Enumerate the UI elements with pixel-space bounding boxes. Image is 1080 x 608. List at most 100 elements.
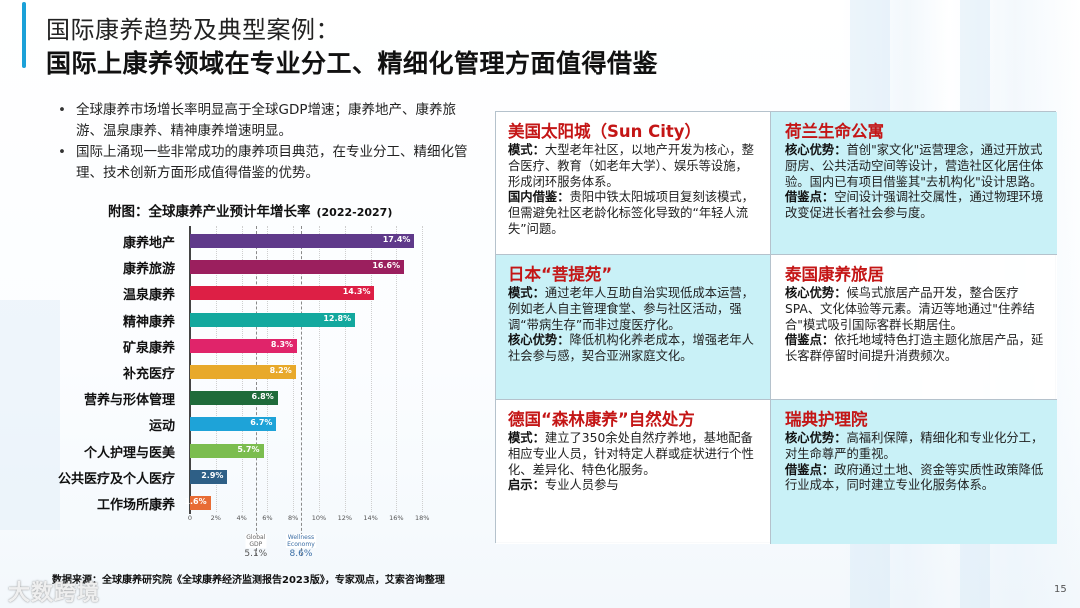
bar-row: 矿泉康养 8.3% bbox=[60, 338, 440, 356]
reference-line-value: 8.6% bbox=[289, 549, 313, 559]
bar: 2.9% bbox=[190, 469, 228, 484]
case-section-key: 借鉴点： bbox=[785, 462, 835, 477]
data-source-note: 数据来源：全球康养研究院《全球康养经济监测报告2023版》，专家观点，艾索咨询整… bbox=[52, 575, 445, 586]
bar-row: 运动 6.7% bbox=[60, 417, 440, 435]
case-section-key: 核心优势： bbox=[508, 333, 570, 348]
y-axis-line bbox=[189, 226, 191, 514]
chart-subtitle: (2022-2027) bbox=[316, 206, 393, 219]
bar: 5.7% bbox=[190, 443, 264, 458]
bar: 12.8% bbox=[190, 312, 356, 327]
case-section-text: 政府通过土地、资金等实质性政策降低行业成本，同时建立专业化服务体系。 bbox=[785, 462, 1044, 493]
bar: 8.3% bbox=[190, 338, 298, 353]
chart-title-text: 附图：全球康养产业预计年增长率 bbox=[108, 204, 311, 220]
bar-value-label: 5.7% bbox=[237, 444, 260, 454]
case-section-key: 模式： bbox=[508, 286, 545, 300]
case-card-section: 借鉴点：依托地域特色打造主题化旅居产品，延长客群停留时间提升消费频次。 bbox=[785, 333, 1045, 365]
case-card: 美国太阳城（Sun City） 模式：大型老年社区，以地产开发为核心，整合医疗、教… bbox=[496, 112, 771, 255]
reference-label-line2: Economy bbox=[287, 541, 315, 548]
case-card-section: 国内借鉴：贵阳中铁太阳城项目复刻该模式，但需避免社区老龄化标签化导致的“年轻人流… bbox=[508, 190, 758, 237]
bar-row: 个人护理与医美 5.7% bbox=[60, 443, 440, 461]
x-tick-label: 12% bbox=[337, 514, 353, 522]
reference-line bbox=[300, 226, 302, 556]
bar-row: 营养与形体管理 6.8% bbox=[60, 391, 440, 409]
case-section-text: 通过老年人互助自治实现低成本运营，例如老人自主管理食堂、参与社区活动，强调“带病… bbox=[508, 286, 754, 332]
reference-label-line1: Wellness bbox=[287, 534, 315, 541]
bar-category-label: 工作场所康养 bbox=[96, 498, 175, 513]
x-tick-label: 10% bbox=[311, 514, 327, 522]
bar: 6.7% bbox=[190, 417, 277, 432]
bullet-item: 全球康养市场增长率明显高于全球GDP增速；康养地产、康养旅游、温泉康养、精神康养… bbox=[58, 100, 478, 142]
case-card-section: 核心优势：首创"家文化"运营理念，通过开放式厨房、公共活动空间等设计，营造社区化… bbox=[785, 143, 1045, 190]
growth-bar-chart: 0 2% 4% 6% 8% 10% 12% 14% 16% 18% Global GDP 5.1% Wel… bbox=[57, 222, 440, 559]
bar-row: 温泉康养 14.3% bbox=[60, 286, 440, 304]
case-section-key: 国内借鉴： bbox=[508, 190, 570, 205]
bar-category-label: 温泉康养 bbox=[122, 288, 175, 304]
case-card-title: 荷兰生命公寓 bbox=[785, 122, 884, 141]
bar-value-label: 2.9% bbox=[201, 470, 224, 480]
bar-category-label: 精神康养 bbox=[122, 314, 175, 330]
x-tick-label: 0 bbox=[187, 514, 193, 522]
case-section-text: 大型老年社区，以地产开发为核心，整合医疗、教育（如老年大学）、娱乐等设施，形成闭… bbox=[508, 143, 754, 189]
case-card-section: 模式：大型老年社区，以地产开发为核心，整合医疗、教育（如老年大学）、娱乐等设施，… bbox=[508, 143, 758, 190]
case-section-text: 专业人员参与 bbox=[544, 478, 619, 493]
reference-line-label: Wellness Economy bbox=[286, 534, 316, 548]
page-subtitle: 国际上康养领域在专业分工、精细化管理方面值得借鉴 bbox=[46, 49, 659, 78]
bar-category-label: 补充医疗 bbox=[122, 367, 175, 382]
gridline bbox=[344, 226, 346, 512]
gridline bbox=[319, 226, 320, 512]
case-section-key: 启示： bbox=[508, 478, 545, 493]
summary-bullets: 全球康养市场增长率明显高于全球GDP增速；康养地产、康养旅游、温泉康养、精神康养… bbox=[58, 100, 478, 184]
bar-category-label: 公共医疗及个人医疗 bbox=[57, 471, 175, 487]
case-section-key: 借鉴点： bbox=[785, 190, 835, 205]
case-card: 荷兰生命公寓核心优势：首创"家文化"运营理念，通过开放式厨房、公共活动空间等设计… bbox=[771, 112, 1057, 255]
case-section-key: 核心优势： bbox=[785, 431, 847, 445]
bar-value-label: 6.8% bbox=[251, 392, 274, 402]
bar: 17.4% bbox=[190, 234, 415, 248]
case-card: 日本“菩提苑” 模式：通过老年人互助自治实现低成本运营，例如老人自主管理食堂、参与… bbox=[496, 255, 771, 400]
bar-row: 工作场所康养 1.6% bbox=[60, 496, 440, 513]
bar-row: 公共医疗及个人医疗 2.9% bbox=[57, 469, 440, 487]
case-section-key: 模式： bbox=[508, 431, 545, 445]
bar-category-label: 营养与形体管理 bbox=[83, 393, 175, 409]
case-card-section: 启示：专业人员参与 bbox=[508, 478, 758, 494]
case-card-section: 借鉴点：政府通过土地、资金等实质性政策降低行业成本，同时建立专业化服务体系。 bbox=[785, 463, 1045, 495]
bar: 8.2% bbox=[190, 365, 296, 379]
bar-row: 补充医疗 8.2% bbox=[60, 365, 440, 382]
page-number: 15 bbox=[1054, 584, 1067, 595]
case-section-text: 高福利保障，精细化和专业化分工，对生命尊严的重视。 bbox=[785, 431, 1044, 461]
watermark-logo: 大数跨境 bbox=[8, 581, 101, 606]
case-section-text: 候鸟式旅居产品开发，整合医疗SPA、文化体验等元素。清迈等地通过"住养结合"模式… bbox=[785, 286, 1035, 332]
case-section-key: 核心优势： bbox=[785, 143, 847, 157]
bar-category-label: 康养地产 bbox=[122, 236, 175, 251]
case-card: 瑞典护理院核心优势：高福利保障，精细化和专业化分工，对生命尊严的重视。 借鉴点：政… bbox=[771, 400, 1057, 544]
case-section-key: 核心优势： bbox=[785, 286, 847, 300]
bar-value-label: 8.3% bbox=[270, 339, 294, 349]
case-section-text: 首创"家文化"运营理念，通过开放式厨房、公共活动空间等设计，营造社区化居住体验。… bbox=[785, 143, 1044, 189]
case-card-section: 核心优势：高福利保障，精细化和专业化分工，对生命尊严的重视。 bbox=[785, 431, 1045, 463]
x-tick-label: 14% bbox=[363, 514, 378, 522]
bar: 16.6% bbox=[190, 260, 405, 275]
reference-line-label: Global GDP bbox=[245, 534, 267, 548]
case-section-text: 贵阳中铁太阳城项目复刻该模式，但需避免社区老龄化标签化导致的“年轻人流失”问题。 bbox=[508, 190, 754, 236]
case-card-section: 核心优势：候鸟式旅居产品开发，整合医疗SPA、文化体验等元素。清迈等地通过"住养… bbox=[785, 286, 1045, 333]
case-card-title: 德国“森林康养”自然处方 bbox=[508, 410, 695, 429]
case-card: 泰国康养旅居 核心优势：候鸟式旅居产品开发，整合医疗SPA、文化体验等元素。清迈等… bbox=[771, 255, 1057, 400]
case-card: 德国“森林康养”自然处方 模式：建立了350余处自然疗养地，基地配备相应专业人员，… bbox=[496, 400, 771, 544]
case-section-key: 模式： bbox=[508, 143, 545, 157]
bar-category-label: 康养旅游 bbox=[122, 262, 175, 278]
bar-row: 精神康养 12.8% bbox=[60, 312, 440, 330]
chart-title: 附图：全球康养产业预计年增长率 (2022-2027) bbox=[108, 200, 392, 220]
x-tick-label: 18% bbox=[414, 514, 430, 522]
bar-category-label: 个人护理与医美 bbox=[83, 445, 175, 461]
bullet-item: 国际上涌现一些非常成功的康养项目典范，在专业分工、精细化管理、技术创新方面形成值… bbox=[58, 142, 478, 184]
gridline bbox=[396, 226, 398, 512]
bar-value-label: 1.6% bbox=[184, 497, 207, 506]
gridline bbox=[370, 226, 372, 512]
bar-category-label: 运动 bbox=[148, 419, 175, 435]
case-section-text: 降低机构化养老成本，增强老年人社会参与感，契合亚洲家庭文化。 bbox=[508, 333, 754, 364]
bar: 6.8% bbox=[190, 391, 278, 406]
bar: 1.6% bbox=[184, 496, 211, 510]
bar-value-label: 17.4% bbox=[382, 235, 411, 244]
bar-value-label: 6.7% bbox=[250, 418, 273, 428]
case-card-title: 瑞典护理院 bbox=[785, 410, 868, 429]
